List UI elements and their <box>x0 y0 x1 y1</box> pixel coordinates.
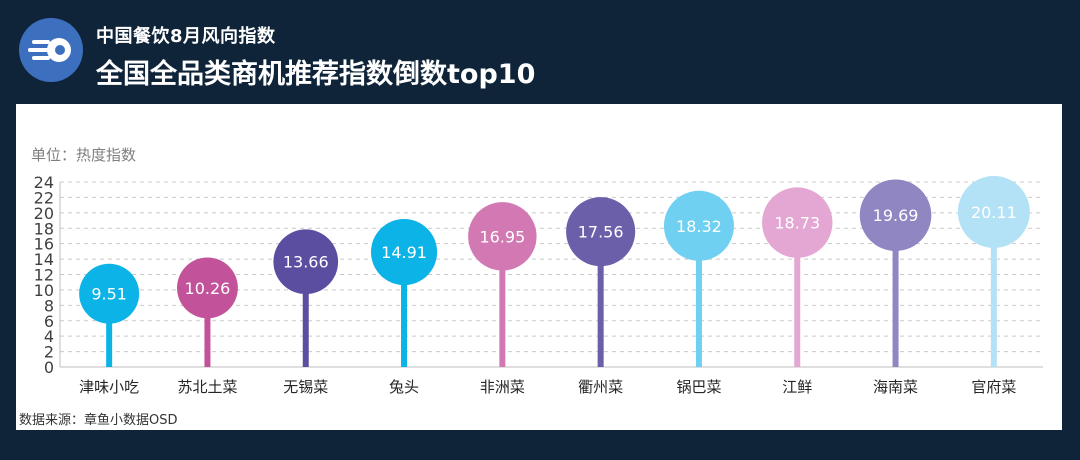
y-tick-label: 10 <box>34 281 54 300</box>
lollipop-head <box>663 190 734 261</box>
y-tick-label: 0 <box>44 358 54 377</box>
data-label: 10.26 <box>185 279 231 298</box>
data-label: 14.91 <box>381 243 427 262</box>
y-tick-label: 12 <box>34 266 54 285</box>
y-tick-label: 20 <box>34 204 54 223</box>
x-tick-label: 衢州菜 <box>578 378 623 396</box>
lollipop-head <box>177 257 238 319</box>
x-tick-label: 江鲜 <box>782 378 812 396</box>
header: 中国餐饮8月风向指数 全国全品类商机推荐指数倒数top10 <box>0 0 1080 104</box>
lollipop-head <box>859 179 932 251</box>
y-tick-label: 16 <box>34 235 54 254</box>
x-tick-label: 兔头 <box>389 378 419 396</box>
y-tick-label: 4 <box>44 327 54 346</box>
x-tick-label: 非洲菜 <box>480 378 525 396</box>
y-tick-label: 18 <box>34 219 54 238</box>
x-tick-label: 津味小吃 <box>79 378 139 396</box>
x-tick-label: 无锡菜 <box>283 378 328 396</box>
x-tick-label: 锅巴菜 <box>676 378 721 396</box>
data-label: 18.32 <box>676 217 722 236</box>
lollipop-head <box>273 229 339 295</box>
data-label: 16.95 <box>479 227 525 246</box>
data-source: 数据来源：章鱼小数据OSD <box>19 413 178 428</box>
y-tick-label: 14 <box>34 250 54 269</box>
unit-label: 单位：热度指数 <box>31 146 137 164</box>
chart-title: 全国全品类商机推荐指数倒数top10 <box>96 59 536 90</box>
y-tick-label: 8 <box>44 296 54 315</box>
x-tick-label: 海南菜 <box>873 378 918 396</box>
x-tick-label: 苏北土菜 <box>177 378 237 396</box>
y-tick-label: 2 <box>44 343 54 362</box>
data-label: 13.66 <box>283 253 329 272</box>
data-label: 18.73 <box>774 214 820 233</box>
lollipop-head <box>468 202 537 271</box>
lollipop-head <box>762 187 833 258</box>
lollipop-head <box>79 263 140 324</box>
lollipop-head <box>566 197 636 267</box>
brand-logo-icon <box>19 18 83 82</box>
data-label: 17.56 <box>578 223 624 242</box>
data-label: 20.11 <box>971 203 1017 222</box>
x-tick-label: 官府菜 <box>971 378 1016 396</box>
lollipop-head <box>370 219 438 286</box>
lollipop-head <box>957 175 1030 248</box>
data-label: 9.51 <box>91 285 127 304</box>
y-tick-label: 6 <box>44 312 54 331</box>
chart-subtitle: 中国餐饮8月风向指数 <box>96 26 276 47</box>
data-label: 19.69 <box>873 206 919 225</box>
y-tick-label: 24 <box>34 173 54 192</box>
y-tick-label: 22 <box>34 188 54 207</box>
